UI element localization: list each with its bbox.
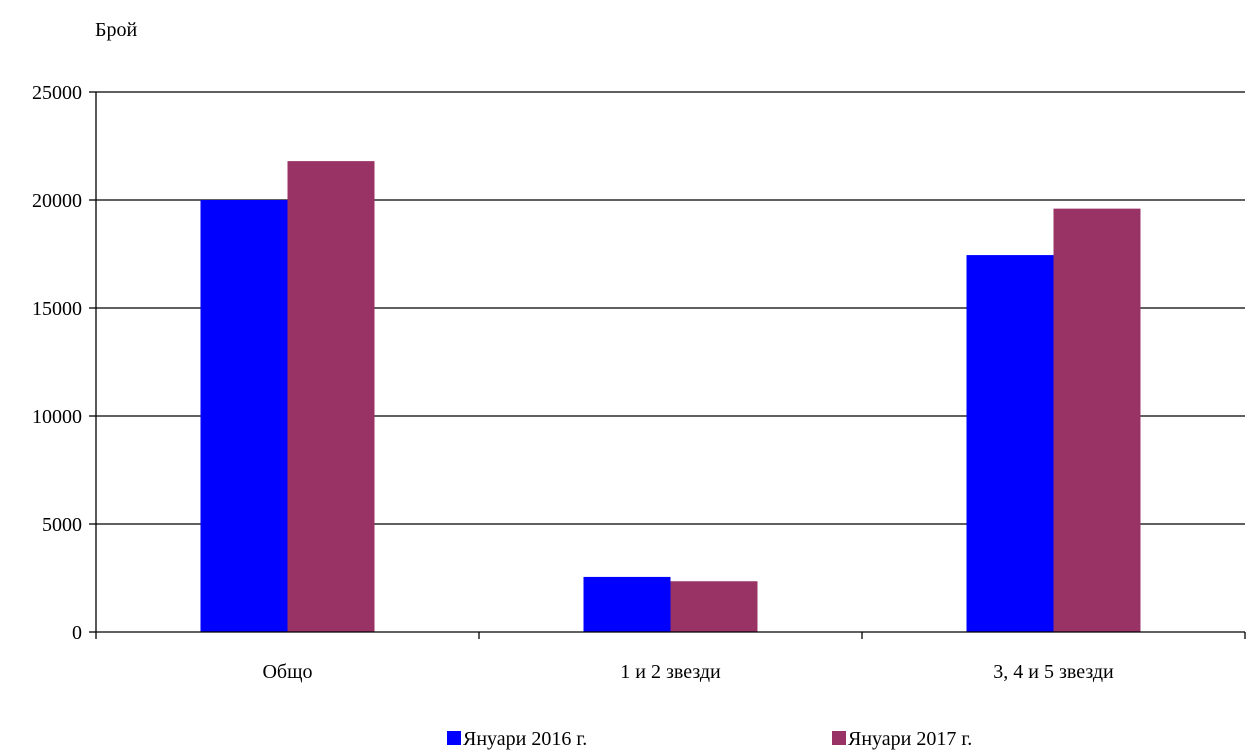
bar-2-series-1 bbox=[583, 576, 671, 632]
axes bbox=[89, 91, 1246, 639]
y-tick-label-10000: 10000 bbox=[32, 406, 82, 428]
legend-label-1: Януари 2016 г. bbox=[463, 728, 587, 750]
legend-swatch-2 bbox=[832, 731, 846, 745]
bar-2-series-2 bbox=[670, 581, 758, 632]
y-tick-labels: 0 5000 10000 15000 20000 25000 bbox=[32, 82, 82, 644]
y-tick-label-25000: 25000 bbox=[32, 82, 82, 104]
y-tick-label-20000: 20000 bbox=[32, 190, 82, 212]
bar-1-series-2 bbox=[287, 161, 375, 632]
x-tick-labels: Общо 1 и 2 звезди 3, 4 и 5 звезди bbox=[262, 661, 1114, 683]
x-tick-label-3: 3, 4 и 5 звезди bbox=[993, 661, 1114, 683]
bars bbox=[200, 161, 1141, 632]
y-tick-label-15000: 15000 bbox=[32, 298, 82, 320]
legend-label-2: Януари 2017 г. bbox=[848, 728, 972, 750]
legend-swatch-1 bbox=[447, 731, 461, 745]
legend: Януари 2016 г. Януари 2017 г. bbox=[447, 728, 972, 750]
bar-3-series-1 bbox=[966, 255, 1054, 632]
bar-3-series-2 bbox=[1053, 208, 1141, 632]
bar-1-series-1 bbox=[200, 200, 288, 632]
x-tick-label-2: 1 и 2 звезди bbox=[620, 661, 721, 683]
y-tick-label-0: 0 bbox=[72, 622, 82, 644]
x-tick-label-1: Общо bbox=[262, 661, 312, 683]
y-tick-label-5000: 5000 bbox=[42, 514, 82, 536]
y-axis-label: Брой bbox=[95, 19, 137, 41]
